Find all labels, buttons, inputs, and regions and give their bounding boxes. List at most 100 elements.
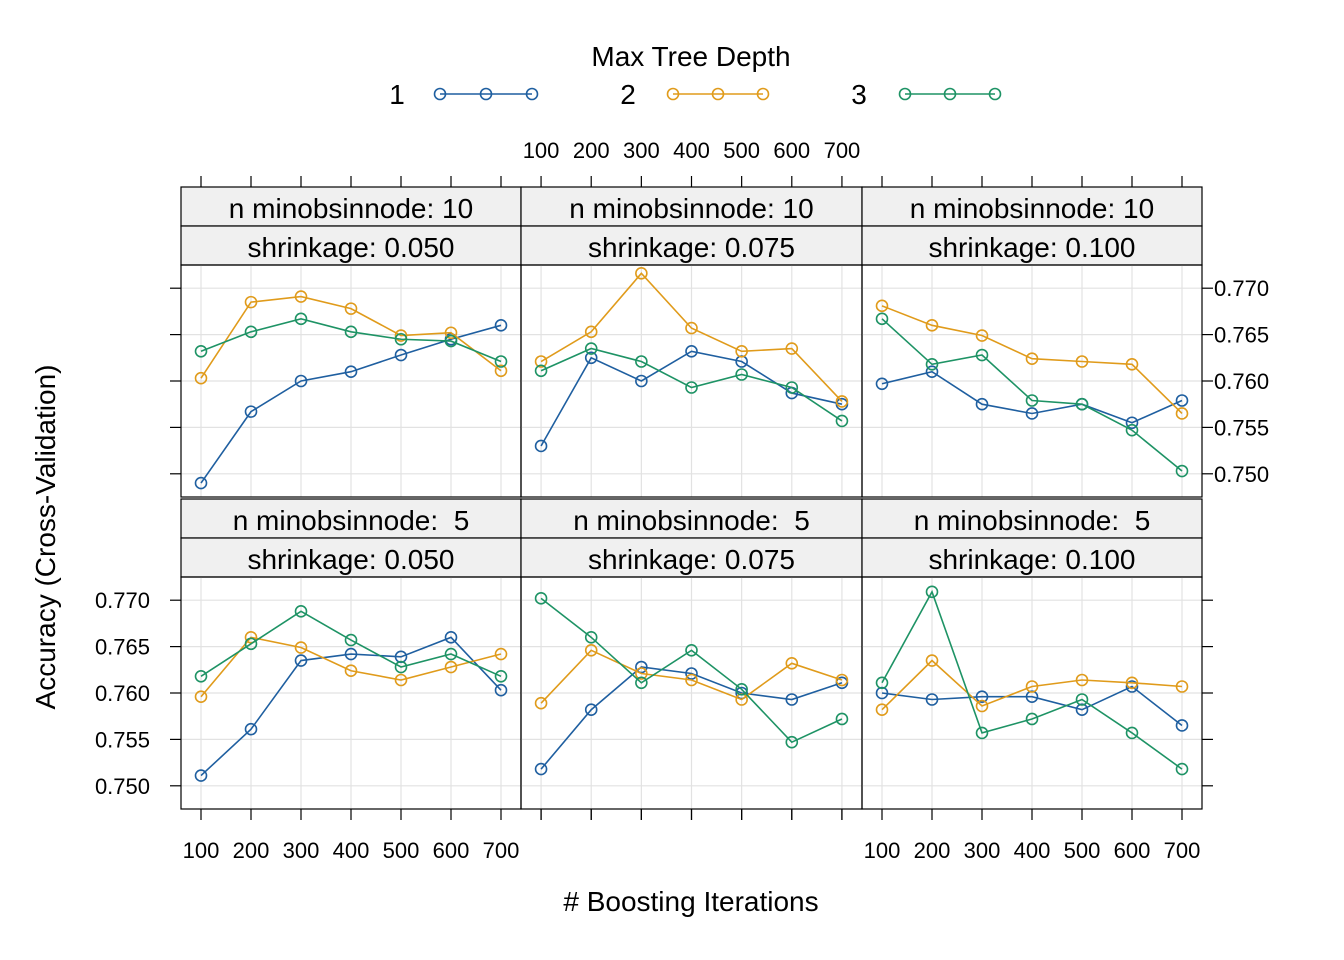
data-point [1025, 394, 1039, 407]
series-2 [875, 654, 1189, 717]
x-tick-label-top: 700 [824, 138, 861, 163]
series-3 [194, 605, 508, 683]
data-point [584, 644, 598, 657]
strip-bottom-label: shrinkage: 0.100 [928, 544, 1135, 575]
legend-marker-2-2 [711, 87, 725, 101]
panel-6: n minobsinnode: 5 shrinkage: 0.100 [861, 498, 1213, 820]
data-point [394, 332, 408, 346]
data-point [635, 355, 648, 368]
legend-title: Max Tree Depth [591, 41, 790, 72]
strip-bottom-bg [520, 225, 863, 266]
data-point [534, 355, 548, 368]
series-line-1 [200, 636, 502, 777]
data-point [1025, 407, 1039, 420]
data-point [635, 667, 648, 680]
x-tick-label-top: 600 [773, 138, 810, 163]
data-point [294, 641, 308, 654]
legend-label-1: 1 [389, 79, 405, 110]
data-point [1125, 416, 1139, 430]
data-point [1125, 423, 1139, 437]
data-point [444, 334, 458, 348]
data-point [1025, 680, 1039, 693]
data-point [785, 381, 799, 394]
data-point [444, 326, 458, 340]
panel-grid [181, 577, 521, 809]
data-point [244, 325, 258, 339]
strip-top-label: n minobsinnode: 5 [914, 505, 1151, 536]
series-line-3 [881, 318, 1183, 472]
x-tick-label-bottom: 100 [183, 838, 220, 863]
series-line-2 [540, 649, 843, 704]
y-tick-label-left: 0.770 [95, 588, 150, 613]
data-point [835, 395, 849, 408]
data-point [394, 660, 408, 674]
series-3 [534, 342, 849, 428]
panel-grid [862, 577, 1202, 809]
data-point [394, 348, 408, 362]
data-point [925, 319, 939, 332]
data-point [444, 631, 458, 644]
data-point [875, 703, 889, 717]
series-2 [534, 644, 849, 710]
y-tick-label-left: 0.760 [95, 681, 150, 706]
strip-top-label: n minobsinnode: 5 [233, 505, 470, 536]
series-1 [534, 660, 849, 776]
data-point [1025, 712, 1039, 726]
data-point [194, 371, 208, 385]
data-point [394, 673, 408, 687]
panel-5: n minobsinnode: 5 shrinkage: 0.075 [520, 498, 863, 820]
data-point [785, 735, 799, 749]
data-point [1175, 394, 1189, 407]
data-point [975, 690, 989, 704]
data-point [494, 647, 508, 661]
data-point [494, 355, 508, 368]
x-axis-label: # Boosting Iterations [563, 886, 818, 917]
panel-3: n minobsinnode: 10 shrinkage: 0.100 [861, 176, 1213, 498]
data-point [685, 321, 698, 335]
strip-bottom-label: shrinkage: 0.100 [928, 232, 1135, 263]
legend-marker-2-3 [756, 87, 770, 101]
strip-bottom-label: shrinkage: 0.075 [588, 232, 795, 263]
x-tick-label-bottom: 500 [1064, 838, 1101, 863]
data-point [1175, 680, 1189, 693]
data-point [1075, 673, 1089, 687]
data-point [444, 647, 458, 661]
series-line-2 [200, 295, 502, 379]
strip-bottom-label: shrinkage: 0.050 [247, 232, 454, 263]
panel-grid [862, 265, 1202, 497]
strip-top-label: n minobsinnode: 10 [910, 193, 1154, 224]
strip-top-label: n minobsinnode: 10 [569, 193, 813, 224]
data-point [785, 693, 799, 706]
data-point [534, 439, 548, 453]
data-point [1125, 726, 1139, 740]
legend-label-2: 2 [620, 79, 636, 110]
data-point [1025, 352, 1039, 366]
y-axis-label: Accuracy (Cross-Validation) [30, 365, 61, 710]
x-tick-label-bottom: 400 [333, 838, 370, 863]
data-point [1175, 762, 1189, 776]
data-point [735, 682, 748, 696]
series-3 [534, 592, 849, 749]
legend-marker-2-1 [666, 87, 680, 101]
strip-top-label: n minobsinnode: 5 [573, 505, 810, 536]
data-point [294, 290, 308, 303]
series-3 [875, 312, 1189, 478]
series-2 [534, 267, 849, 408]
x-tick-label-bottom: 600 [1114, 838, 1151, 863]
data-point [194, 769, 208, 782]
x-tick-label-bottom: 700 [1164, 838, 1201, 863]
data-point [875, 676, 889, 690]
panel-grid [181, 265, 521, 497]
strip-top-bg [861, 186, 1203, 227]
data-point [925, 357, 939, 371]
legend-marker-3-2 [943, 87, 957, 101]
series-line-2 [881, 659, 1183, 711]
axes: 100 200 300 400 500 600 700 100 200 300 400 500 600 7… [95, 138, 1269, 863]
data-point [494, 319, 508, 332]
x-tick-label-top: 500 [723, 138, 760, 163]
data-point [244, 295, 258, 309]
legend-marker-3-3 [988, 87, 1002, 101]
data-point [294, 654, 308, 667]
data-point [244, 637, 258, 651]
